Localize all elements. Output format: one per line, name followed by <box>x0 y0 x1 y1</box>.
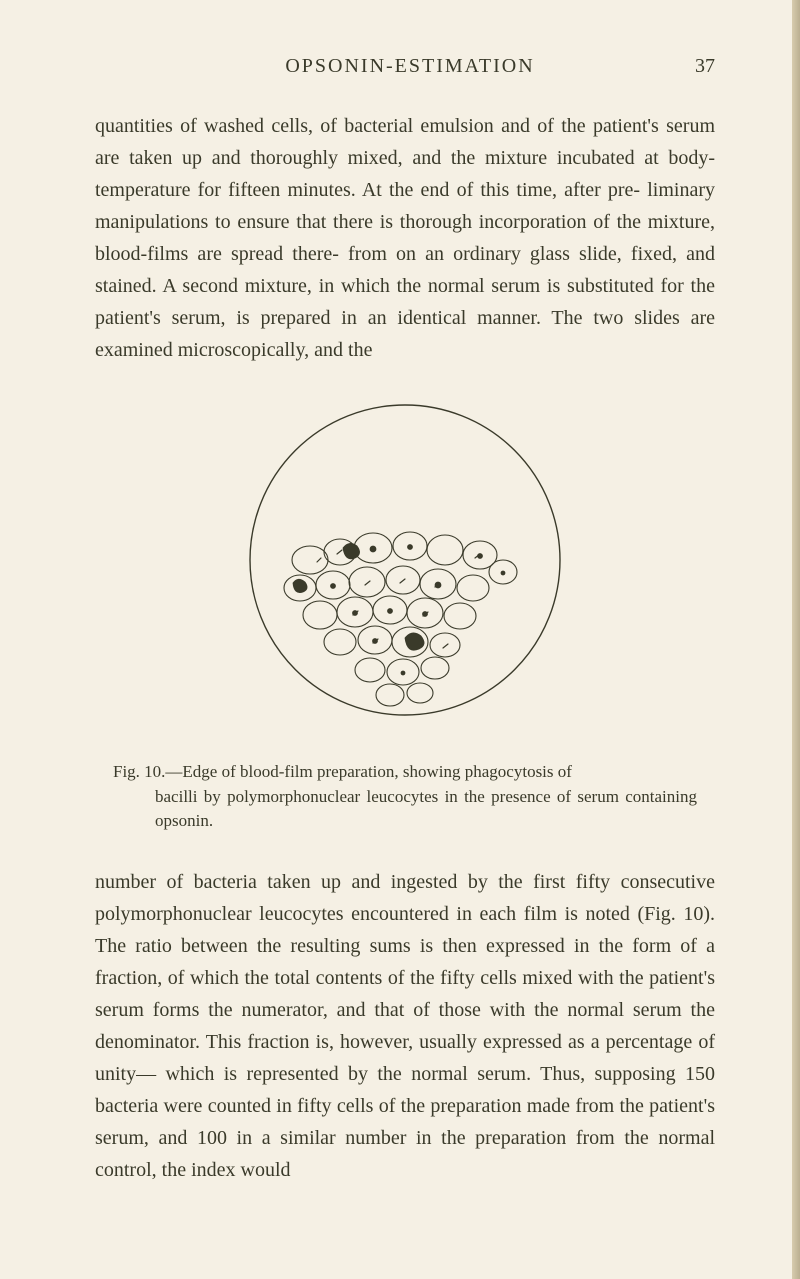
running-header: OPSONIN-ESTIMATION <box>125 55 695 78</box>
body-paragraph-1: quantities of washed cells, of bacterial… <box>95 110 715 366</box>
caption-rest: bacilli by polymorphonuclear leucocytes … <box>113 785 697 834</box>
page-header: OPSONIN-ESTIMATION 37 <box>95 55 715 78</box>
body-paragraph-2: number of bacteria taken up and ingested… <box>95 866 715 1186</box>
figure-10 <box>95 390 715 730</box>
blood-film-illustration <box>225 390 585 730</box>
caption-lead: Fig. 10.—Edge of blood-film preparation,… <box>113 762 572 781</box>
scan-edge-artifact <box>792 0 800 1279</box>
figure-caption: Fig. 10.—Edge of blood-film preparation,… <box>95 760 715 834</box>
page-number: 37 <box>695 55 715 78</box>
